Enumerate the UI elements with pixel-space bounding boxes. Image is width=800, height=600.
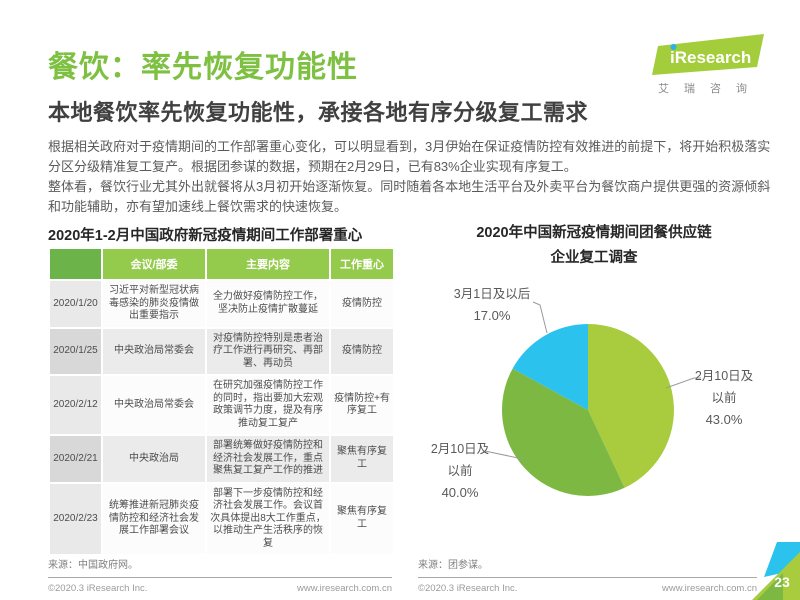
cell-focus: 聚焦有序复工 [331,436,393,482]
pie-label-text: 以前 [447,464,473,478]
pie-label-pct: 40.0% [441,485,479,500]
cell-content: 在研究加强疫情防控工作的同时，指出要加大宏观政策调节力度，提及有序推动复工复产 [207,376,329,434]
pie-label-text: 2月10日及 [694,369,754,383]
leader-line-17pct [532,301,548,334]
cell-focus: 聚焦有序复工 [331,483,393,554]
copyright-text: ©2020.3 iResearch Inc. [418,583,518,594]
pie-label-text: 以前 [711,391,737,405]
cell-meeting: 习近平对新型冠状病毒感染的肺炎疫情做出重要指示 [103,281,205,327]
cell-content: 全力做好疫情防控工作，坚决防止疫情扩散蔓延 [207,281,329,327]
cell-meeting: 中央政治局常委会 [103,328,205,374]
pie-slice [501,368,625,496]
pie-label-feb10-before-40: 2月10日及 以前 40.0% [422,438,498,504]
page-title: 餐饮：率先恢复功能性 [48,51,358,84]
cell-meeting: 中央政治局常委会 [103,376,205,434]
pie-label-pct: 17.0% [473,308,511,323]
chart-source: 来源：团参谋。 [418,560,488,571]
table-row: 2020/1/25 中央政治局常委会 对疫情防控特别是患者治疗工作进行再研究、再部署… [50,328,393,374]
header-cell-content: 主要内容 [207,249,329,279]
page-number: 23 [774,574,790,590]
pie-label-text: 2月10日及 [430,442,490,456]
header-cell-focus: 工作重心 [331,249,393,279]
logo-cn-text: 艾瑞咨询 [658,83,762,95]
cell-focus: 疫情防控 [331,328,393,374]
cell-date: 2020/2/23 [50,483,101,554]
iresearch-logo-icon: iResearch [652,34,764,75]
corner-decoration-icon [752,542,800,600]
chart-title-line1: 2020年中国新冠疫情期间团餐供应链 [476,225,712,241]
pie-label-text: 3月1日及以后 [453,287,531,301]
footer-right: ©2020.3 iResearch Inc. www.iresearch.com… [418,583,757,594]
table-header-row: 会议/部委 主要内容 工作重心 [50,249,393,279]
pie-slice [588,324,674,488]
iresearch-logo: iResearch [650,34,768,98]
cell-date: 2020/2/21 [50,436,101,482]
chart-section-title: 2020年中国新冠疫情期间团餐供应链 企业复工调查 [428,221,760,271]
logo-brand-text: iResearch [670,48,751,67]
cell-date: 2020/1/25 [50,328,101,374]
body-copy: 根据相关政府对于疫情期间的工作部署重心变化，可以明显看到，3月伊始在保证疫情防控… [48,137,780,217]
table-row: 2020/2/21 中央政治局 部署统筹做好疫情防控和经济社会发展工作，重点聚焦复工… [50,436,393,482]
cell-date: 2020/1/20 [50,281,101,327]
cell-content: 部署下一步疫情防控和经济社会发展工作。会议首次具体提出8大工作重点，以推动生产生… [207,483,329,554]
table-source: 来源：中国政府网。 [48,560,138,571]
footer-left: ©2020.3 iResearch Inc. www.iresearch.com… [48,583,392,594]
pie-chart [484,301,701,496]
footer-divider-left [48,577,392,578]
cell-content: 对疫情防控特别是患者治疗工作进行再研究、再部署、再动员 [207,328,329,374]
copyright-text: ©2020.3 iResearch Inc. [48,583,148,594]
leader-line-43pct [665,377,701,389]
pie-label-mar1-after: 3月1日及以后 17.0% [438,283,546,327]
table-row: 2020/1/20 习近平对新型冠状病毒感染的肺炎疫情做出重要指示 全力做好疫情防控… [50,281,393,327]
deployment-table: 会议/部委 主要内容 工作重心 2020/1/20 习近平对新型冠状病毒感染的肺炎… [48,247,395,556]
cell-meeting: 中央政治局 [103,436,205,482]
cell-meeting: 统筹推进新冠肺炎疫情防控和经济社会发展工作部署会议 [103,483,205,554]
cell-focus: 疫情防控+有序复工 [331,376,393,434]
website-url: www.iresearch.com.cn [661,583,757,594]
pie-slice [512,324,588,410]
table-row: 2020/2/23 统筹推进新冠肺炎疫情防控和经济社会发展工作部署会议 部署下一步疫… [50,483,393,554]
pie-label-feb10-before-43: 2月10日及 以前 43.0% [686,365,762,431]
header-cell-meeting: 会议/部委 [103,249,205,279]
page-subtitle: 本地餐饮率先恢复功能性，承接各地有序分级复工需求 [48,100,589,125]
cell-content: 部署统筹做好疫情防控和经济社会发展工作，重点聚焦复工复产工作的推进 [207,436,329,482]
body-paragraph-1: 根据相关政府对于疫情期间的工作部署重心变化，可以明显看到，3月伊始在保证疫情防控… [48,139,771,174]
pie-label-pct: 43.0% [705,412,743,427]
footer-divider-right [418,577,757,578]
cell-date: 2020/2/12 [50,376,101,434]
table-row: 2020/2/12 中央政治局常委会 在研究加强疫情防控工作的同时，指出要加大宏观政… [50,376,393,434]
header-cell-date [50,249,101,279]
website-url: www.iresearch.com.cn [296,583,392,594]
table-section-title: 2020年1-2月中国政府新冠疫情期间工作部署重心 [48,228,363,244]
leader-line-40pct [484,450,524,460]
logo-i-dot-icon [670,44,677,50]
cell-focus: 疫情防控 [331,281,393,327]
chart-title-line2: 企业复工调查 [550,250,638,266]
body-paragraph-2: 整体看，餐饮行业尤其外出就餐将从3月初开始逐渐恢复。同时随着各本地生活平台及外卖… [48,179,771,214]
